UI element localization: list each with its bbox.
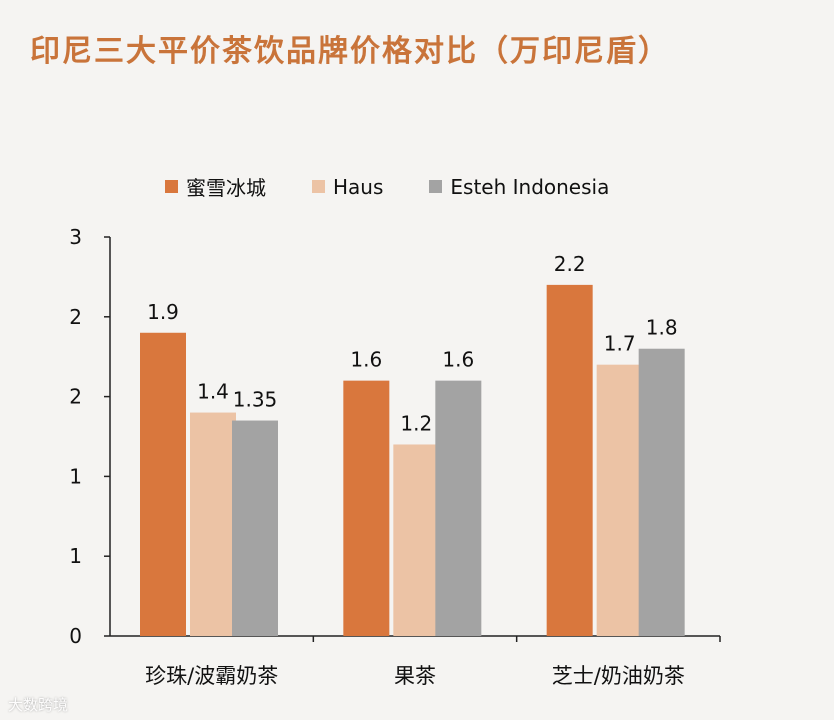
bar-1-1 — [393, 444, 440, 636]
watermark: 大数跨境 — [8, 696, 69, 714]
legend: 蜜雪冰城 Haus Esteh Indonesia — [165, 172, 655, 201]
legend-swatch-series-0 — [165, 180, 178, 193]
y-tick-label-3: 2 — [69, 385, 82, 409]
data-label-0-1: 1.6 — [350, 348, 382, 372]
data-label-2-2: 1.8 — [646, 316, 678, 340]
legend-label-series-1: Haus — [333, 174, 384, 199]
data-label-2-0: 1.35 — [233, 388, 278, 412]
legend-item-series-0: 蜜雪冰城 — [165, 172, 266, 201]
y-tick-label-1: 1 — [69, 544, 82, 568]
chart-title: 印尼三大平价茶饮品牌价格对比（万印尼盾） — [30, 34, 670, 69]
y-tick-label-0: 0 — [69, 624, 82, 648]
bar-1-2 — [596, 364, 643, 636]
bar-1-0 — [190, 412, 236, 636]
data-label-1-0: 1.4 — [197, 380, 229, 404]
category-label-2: 芝士/奶油奶茶 — [552, 664, 685, 688]
bar-0-2 — [546, 284, 593, 636]
bar-2-2 — [638, 348, 685, 636]
data-label-0-2: 2.2 — [554, 252, 586, 276]
legend-swatch-series-1 — [312, 180, 325, 193]
legend-item-series-1: Haus — [312, 175, 383, 199]
bar-2-1 — [435, 380, 482, 636]
y-tick-label-4: 2 — [69, 305, 82, 329]
bar-2-0 — [232, 420, 278, 636]
y-tick-label-2: 1 — [69, 464, 82, 488]
category-label-1: 果茶 — [394, 664, 436, 688]
category-label-0: 珍珠/波霸奶茶 — [145, 664, 278, 688]
data-label-1-1: 1.2 — [400, 411, 432, 435]
legend-label-series-2: Esteh Indonesia — [450, 174, 610, 199]
bar-0-1 — [343, 380, 390, 636]
bar-0-0 — [140, 332, 186, 636]
legend-label-series-0: 蜜雪冰城 — [186, 176, 266, 200]
legend-swatch-series-2 — [429, 180, 443, 193]
y-tick-label-5: 3 — [69, 225, 82, 249]
data-label-1-2: 1.7 — [604, 332, 636, 356]
legend-item-series-2: Esteh Indonesia — [429, 175, 609, 199]
data-label-0-0: 1.9 — [147, 300, 179, 324]
data-label-2-1: 1.6 — [442, 348, 474, 372]
